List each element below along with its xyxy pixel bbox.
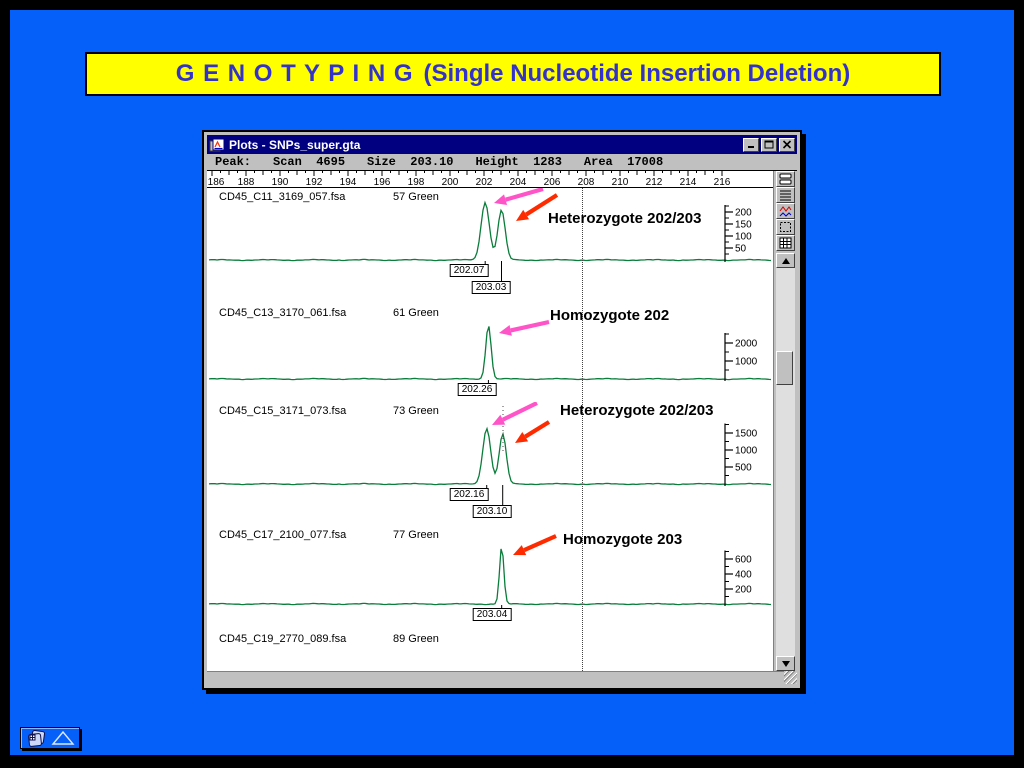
peak-status-bar: Peak: Scan 4695 Size 203.10 Height 1283 … [207,154,797,171]
close-button[interactable] [779,137,795,152]
slide-title-banner: G E N O T Y P I N G (Single Nucleotide I… [85,52,941,96]
svg-text:2000: 2000 [735,339,758,350]
trace-panel[interactable]: CD45_C19_2770_089.fsa 89 Green [207,630,773,671]
svg-text:400: 400 [735,570,752,581]
lane-channel-label: 61 Green [393,307,439,319]
sample-filename: CD45_C15_3171_073.fsa [219,405,347,417]
plot-content-area[interactable]: 186 188 190 192 194 196 198 200 202 204 206 208 210 2… [207,171,773,671]
lane-channel-label: 73 Green [393,405,439,417]
svg-text:50: 50 [735,244,747,255]
scrollbar-thumb[interactable] [776,351,793,385]
sample-filename: CD45_C17_2100_077.fsa [219,529,347,541]
svg-text:214: 214 [680,177,697,187]
genotype-annotation: Homozygote 203 [563,531,683,548]
sample-filename: CD45_C19_2770_089.fsa [219,633,347,645]
lane-channel-label: 89 Green [393,633,439,645]
split-panes-icon[interactable] [776,171,795,187]
svg-text:150: 150 [735,220,752,231]
svg-text:1000: 1000 [735,357,758,368]
plots-document-icon[interactable] [209,138,225,152]
scrollbar-track[interactable] [776,268,795,656]
resize-grip[interactable] [784,671,797,684]
svg-text:212: 212 [646,177,663,187]
cursor-dotted-line [582,188,583,671]
svg-text:200: 200 [735,208,752,219]
arrow-up-icon [781,257,790,264]
svg-text:196: 196 [374,177,391,187]
list-icon[interactable] [776,187,795,203]
sample-filename: CD45_C11_3169_057.fsa [219,191,346,203]
svg-text:210: 210 [612,177,629,187]
svg-text:200: 200 [442,177,459,187]
maximize-button[interactable] [761,137,777,152]
slide-title-main: G E N O T Y P I N G [175,60,414,87]
scroll-down-button[interactable] [776,656,795,671]
svg-text:600: 600 [735,555,752,566]
vertical-scrollbar[interactable] [776,253,795,671]
status-size: Size 203.10 [367,155,454,169]
x-axis-ruler: 186 188 190 192 194 196 198 200 202 204 206 208 210 2… [207,171,773,188]
peak-size-label: 203.04 [472,608,512,621]
sample-filename: CD45_C13_3170_061.fsa [219,307,347,319]
maximize-icon [764,140,774,149]
svg-text:186: 186 [208,177,225,187]
svg-text:188: 188 [238,177,255,187]
arrow-down-icon [781,660,790,667]
trace-panel[interactable]: 1500 1000 500 202.16 203.10 CD45_C15_3171_073… [207,402,773,526]
peak-size-label: 203.03 [471,281,511,294]
genotype-annotation: Heterozygote 202/203 [560,402,714,419]
close-icon [782,140,792,149]
svg-text:192: 192 [306,177,323,187]
minimize-icon [748,146,754,148]
window-titlebar[interactable]: Plots - SNPs_super.gta [207,135,797,154]
status-scan: Scan 4695 [273,155,346,169]
svg-text:1000: 1000 [735,446,758,457]
lane-channel-label: 77 Green [393,529,439,541]
plots-window: Plots - SNPs_super.gta Peak: Scan 4695 S… [202,130,802,690]
svg-text:206: 206 [544,177,561,187]
svg-text:202: 202 [476,177,493,187]
marquee-icon[interactable] [776,219,795,235]
svg-text:194: 194 [340,177,357,187]
status-height: Height 1283 [475,155,562,169]
genotype-annotation: Homozygote 202 [550,307,670,324]
scroll-up-button[interactable] [776,253,795,268]
window-title: Plots - SNPs_super.gta [229,137,361,152]
svg-text:1500: 1500 [735,429,758,440]
lane-channel-label: 57 Green [393,191,439,203]
status-area: Area 17008 [583,155,664,169]
svg-text:198: 198 [408,177,425,187]
svg-text:216: 216 [714,177,731,187]
svg-text:500: 500 [735,463,752,474]
grid-icon[interactable] [776,235,795,251]
slide-title-sub: (Single Nucleotide Insertion Deletion) [423,60,851,87]
peak-size-label: 202.16 [449,488,489,501]
traces-icon[interactable] [776,203,795,219]
peak-size-label: 202.26 [457,383,497,396]
slide-nav-widget [20,727,80,749]
advance-triangle-icon[interactable] [51,729,75,747]
svg-text:200: 200 [735,585,752,596]
svg-text:208: 208 [578,177,595,187]
trace-panel[interactable]: 2000 1000 202.26 CD45_C13_3170_061.fsa 61 Gr… [207,304,773,402]
tool-scroll-column [773,171,797,671]
svg-text:100: 100 [735,232,752,243]
trace-panel[interactable]: 200 150 100 50 202.07 203.03 CD45_C11_3169_057… [207,188,773,304]
window-status-strip [207,671,797,684]
peak-size-label: 203.10 [472,505,512,518]
slide-sorter-icon[interactable] [26,729,48,747]
genotype-annotation: Heterozygote 202/203 [548,210,702,227]
slide-background: G E N O T Y P I N G (Single Nucleotide I… [10,10,1014,755]
svg-text:204: 204 [510,177,527,187]
minimize-button[interactable] [743,137,759,152]
status-peak-label: Peak: [215,155,252,169]
peak-size-label: 202.07 [449,264,489,277]
svg-text:190: 190 [272,177,289,187]
trace-panel[interactable]: 600 400 200 203.04 CD45_C17_2100_077.fsa 77 G… [207,526,773,630]
